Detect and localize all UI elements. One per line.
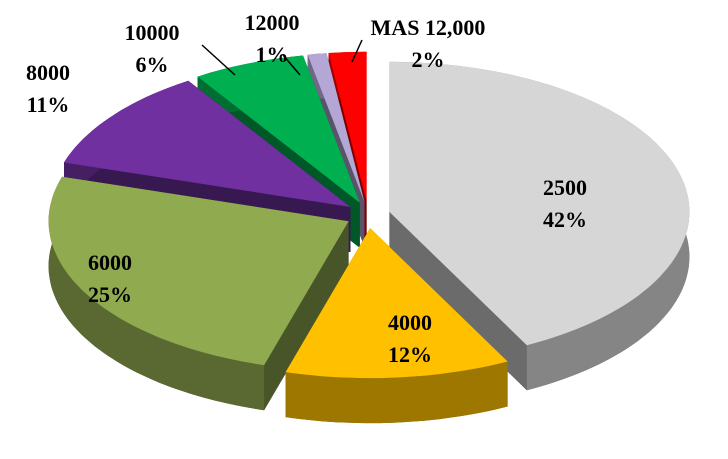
category-label: 4000 — [388, 310, 432, 335]
category-label: 8000 — [26, 60, 70, 85]
leader-line — [201, 44, 236, 76]
slice — [197, 55, 360, 203]
value-label: 11% — [27, 92, 70, 117]
value-label: 12% — [388, 342, 432, 367]
slice — [328, 51, 367, 202]
category-label: 6000 — [88, 250, 132, 275]
slice — [48, 176, 349, 366]
category-label: MAS 12,000 — [371, 15, 486, 40]
value-label: 42% — [543, 207, 587, 232]
value-label: 2% — [412, 47, 445, 72]
leader-line — [351, 39, 363, 63]
category-label: 2500 — [543, 175, 587, 200]
slice — [285, 228, 508, 379]
slice-side — [285, 361, 508, 424]
slice — [389, 61, 690, 346]
slice-side — [48, 176, 265, 411]
category-label: 12000 — [245, 10, 300, 35]
slice — [64, 80, 351, 207]
slice — [307, 53, 365, 203]
slice-wall — [389, 211, 527, 391]
category-label: 10000 — [125, 20, 180, 45]
value-label: 1% — [256, 42, 289, 67]
value-label: 6% — [136, 52, 169, 77]
leader-line — [282, 54, 301, 76]
value-label: 25% — [88, 282, 132, 307]
slice-wall — [264, 221, 349, 411]
